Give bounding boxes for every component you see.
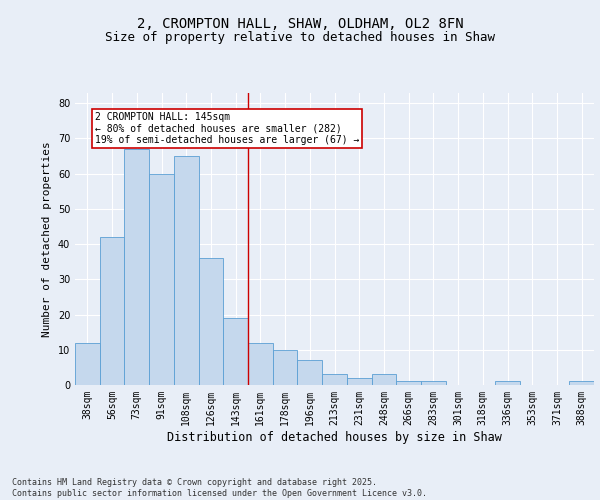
- Bar: [495, 382, 520, 385]
- Bar: [124, 149, 149, 385]
- Text: 2 CROMPTON HALL: 145sqm
← 80% of detached houses are smaller (282)
19% of semi-d: 2 CROMPTON HALL: 145sqm ← 80% of detache…: [95, 112, 359, 145]
- Text: 2, CROMPTON HALL, SHAW, OLDHAM, OL2 8FN: 2, CROMPTON HALL, SHAW, OLDHAM, OL2 8FN: [137, 18, 463, 32]
- Bar: [371, 374, 396, 385]
- Y-axis label: Number of detached properties: Number of detached properties: [42, 141, 52, 336]
- Bar: [322, 374, 347, 385]
- Text: Contains HM Land Registry data © Crown copyright and database right 2025.
Contai: Contains HM Land Registry data © Crown c…: [12, 478, 427, 498]
- Bar: [298, 360, 322, 385]
- Bar: [149, 174, 174, 385]
- Bar: [569, 382, 594, 385]
- Bar: [273, 350, 298, 385]
- Bar: [100, 237, 124, 385]
- Bar: [223, 318, 248, 385]
- Bar: [421, 382, 446, 385]
- Bar: [347, 378, 371, 385]
- Bar: [396, 382, 421, 385]
- Bar: [248, 342, 273, 385]
- X-axis label: Distribution of detached houses by size in Shaw: Distribution of detached houses by size …: [167, 430, 502, 444]
- Bar: [75, 342, 100, 385]
- Text: Size of property relative to detached houses in Shaw: Size of property relative to detached ho…: [105, 31, 495, 44]
- Bar: [174, 156, 199, 385]
- Bar: [199, 258, 223, 385]
